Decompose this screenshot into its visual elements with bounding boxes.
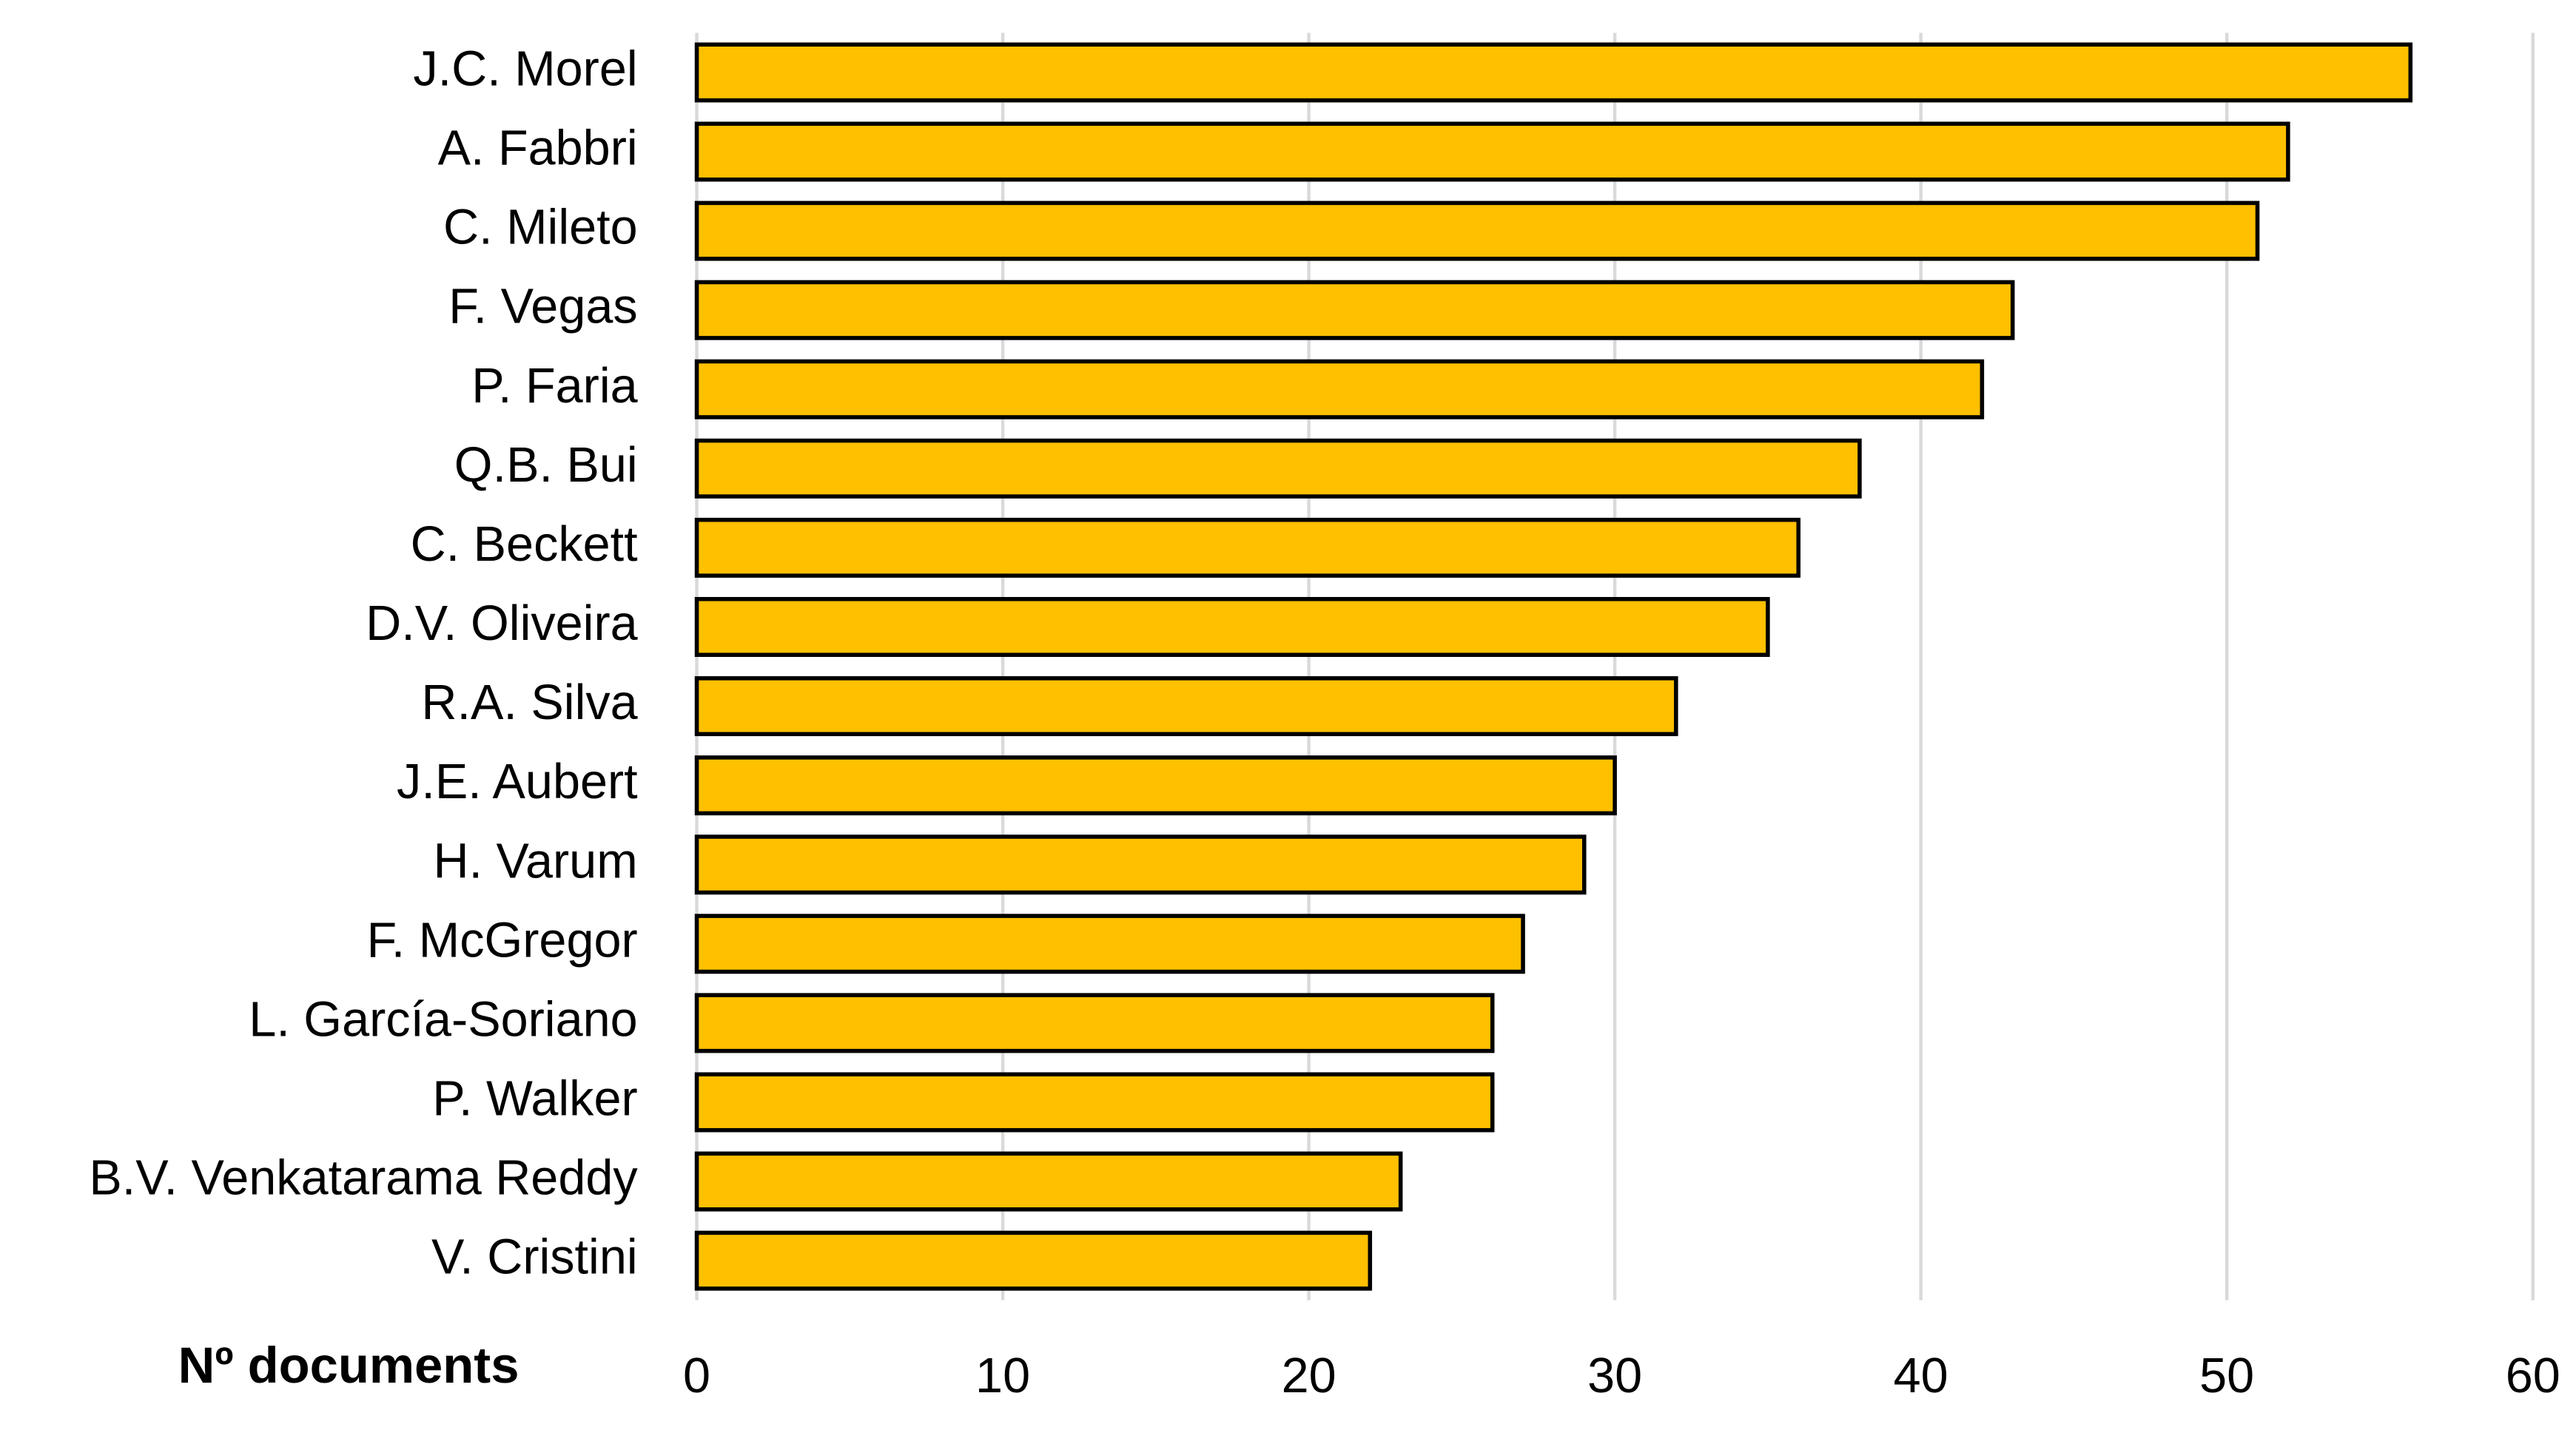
bar (694, 517, 1801, 578)
bar (694, 1230, 1373, 1291)
y-tick-label: F. Vegas (448, 280, 637, 334)
bar (694, 914, 1525, 974)
bar (694, 1072, 1495, 1133)
bar (694, 676, 1678, 737)
bar (694, 438, 1862, 499)
y-tick-label: B.V. Venkatarama Reddy (89, 1151, 638, 1206)
bar (694, 200, 2260, 261)
bar (694, 280, 2015, 340)
y-tick-label: C. Beckett (411, 517, 638, 572)
y-tick-label: D.V. Oliveira (366, 596, 638, 651)
x-tick-label: 0 (683, 1349, 710, 1403)
x-tick-label: 10 (975, 1349, 1030, 1403)
bar (694, 834, 1587, 895)
y-tick-label: R.A. Silva (421, 675, 638, 730)
bar (694, 596, 1770, 657)
x-axis-label: Nº documents (178, 1337, 519, 1394)
y-tick-label: F. McGregor (366, 913, 637, 968)
x-tick-label: 50 (2199, 1349, 2254, 1403)
y-tick-label: V. Cristini (431, 1230, 638, 1285)
y-tick-label: L. García-Soriano (249, 992, 637, 1047)
bar (694, 1151, 1403, 1212)
x-tick-label: 40 (1894, 1349, 1948, 1403)
x-tick-label: 20 (1282, 1349, 1336, 1403)
y-tick-label: J.C. Morel (413, 42, 637, 97)
y-tick-label: H. Varum (433, 834, 637, 888)
x-tick-label: 60 (2506, 1349, 2560, 1403)
y-tick-label: P. Walker (432, 1072, 637, 1127)
y-tick-label: P. Faria (471, 359, 638, 414)
y-tick-label: A. Fabbri (438, 121, 638, 176)
bar (694, 121, 2290, 182)
y-tick-label: C. Mileto (443, 200, 638, 255)
y-tick-label: Q.B. Bui (454, 438, 638, 493)
bar (694, 993, 1495, 1053)
y-tick-label: J.E. Aubert (397, 755, 638, 809)
bar (694, 755, 1617, 816)
bar (694, 42, 2413, 103)
x-tick-label: 30 (1587, 1349, 1642, 1403)
bar (694, 359, 1985, 419)
